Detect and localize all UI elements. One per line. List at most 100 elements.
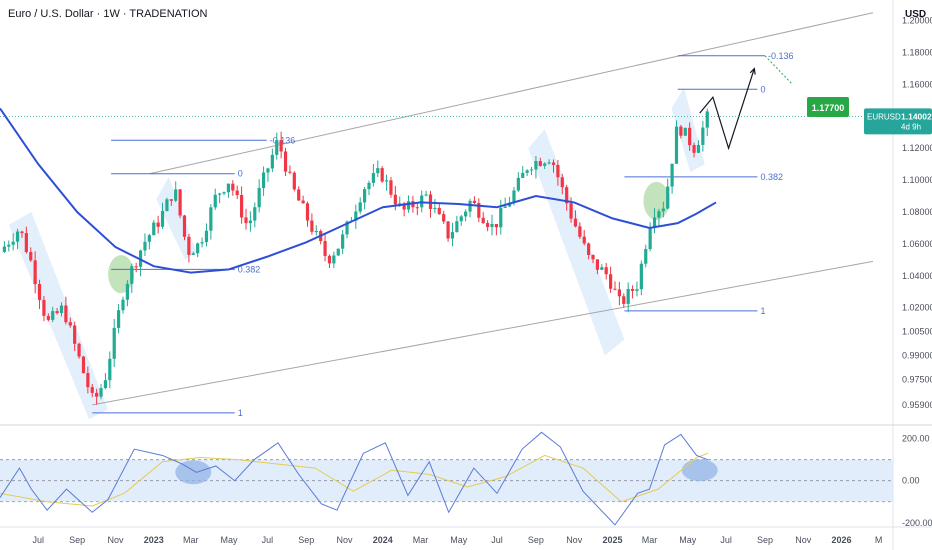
channel-line-lower[interactable] [92,260,874,406]
candle[interactable] [630,289,635,291]
projection-path[interactable] [699,68,755,151]
candle[interactable] [420,195,424,208]
candle[interactable] [666,186,670,209]
candle[interactable] [209,207,213,231]
candle[interactable] [288,171,292,173]
candle[interactable] [622,296,626,304]
candle[interactable] [644,249,648,264]
candle[interactable] [683,127,687,136]
candle[interactable] [613,288,617,290]
candle[interactable] [670,163,674,187]
candle[interactable] [305,203,310,221]
candle[interactable] [688,127,692,146]
candle[interactable] [490,223,494,228]
candle[interactable] [534,161,538,170]
candle[interactable] [701,127,705,145]
candle[interactable] [165,199,169,212]
candle[interactable] [204,230,209,243]
candle[interactable] [661,208,665,212]
candle[interactable] [33,260,37,284]
candle[interactable] [29,252,33,261]
candle[interactable] [696,144,701,153]
candle[interactable] [117,310,121,328]
candle[interactable] [297,189,301,201]
candle[interactable] [257,187,261,208]
candle[interactable] [354,211,358,221]
candle[interactable] [11,241,15,245]
candle[interactable] [42,299,46,316]
candle[interactable] [103,380,108,389]
candle[interactable] [569,203,573,219]
candle[interactable] [68,322,72,326]
candle[interactable] [178,189,182,216]
candle[interactable] [310,220,314,232]
candle[interactable] [384,180,389,182]
candle[interactable] [196,243,200,254]
candle[interactable] [7,244,11,247]
candle[interactable] [376,168,380,174]
candle[interactable] [371,173,375,183]
candle[interactable] [283,151,288,172]
candle[interactable] [551,162,556,165]
candle[interactable] [81,356,86,374]
candle[interactable] [543,163,547,166]
candle[interactable] [604,267,608,275]
target-price-tag[interactable] [807,97,849,117]
candle[interactable] [218,193,222,195]
candle[interactable] [345,221,349,235]
candle[interactable] [130,266,134,284]
candle[interactable] [73,325,77,344]
candle[interactable] [657,211,661,218]
candle[interactable] [648,227,652,250]
candle[interactable] [191,253,195,255]
candle[interactable] [437,207,441,215]
candle[interactable] [472,200,477,204]
candle[interactable] [503,206,507,208]
candle[interactable] [481,217,485,224]
candle[interactable] [147,235,151,242]
candle[interactable] [336,248,340,256]
candle[interactable] [424,194,428,196]
candle[interactable] [446,221,450,239]
candle[interactable] [609,274,613,289]
candle[interactable] [15,231,20,242]
candle[interactable] [525,170,529,173]
candle[interactable] [134,266,138,268]
candle[interactable] [499,207,503,228]
candle[interactable] [99,388,103,397]
candle[interactable] [244,217,248,224]
candle[interactable] [90,387,94,393]
candle[interactable] [556,164,560,178]
candle[interactable] [24,233,28,253]
candle[interactable] [464,211,468,217]
candle[interactable] [565,187,569,204]
candle[interactable] [468,200,472,212]
candle[interactable] [86,373,90,388]
candle[interactable] [450,232,455,239]
candle[interactable] [600,267,604,270]
candle[interactable] [587,243,591,256]
candle[interactable] [55,311,59,314]
candle[interactable] [270,154,274,169]
candle[interactable] [226,183,231,193]
candle[interactable] [512,190,516,203]
candle[interactable] [477,203,481,218]
candle[interactable] [455,221,459,233]
candle[interactable] [266,168,270,173]
candle[interactable] [231,183,235,191]
candle[interactable] [95,392,99,397]
candle[interactable] [240,195,244,218]
candle[interactable] [367,182,371,190]
candle[interactable] [635,289,639,291]
candle[interactable] [275,140,279,155]
candle[interactable] [560,177,564,188]
candle[interactable] [46,315,50,320]
candle[interactable] [582,236,586,244]
candle[interactable] [402,203,406,210]
candle[interactable] [37,283,42,300]
candle[interactable] [108,358,112,381]
candle[interactable] [20,231,24,234]
candle[interactable] [639,263,643,290]
candle[interactable] [486,223,490,228]
